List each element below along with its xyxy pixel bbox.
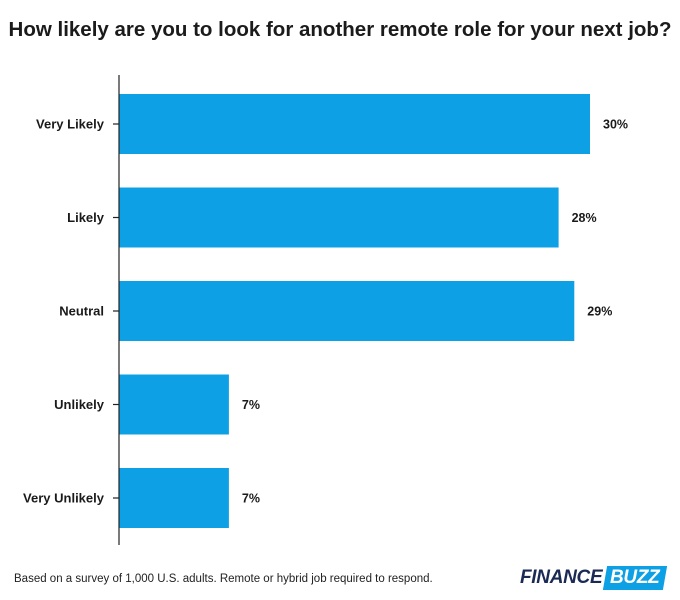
logo-buzz-badge: BUZZ [603, 566, 668, 590]
bar-very-likely [119, 94, 590, 154]
value-label: 29% [587, 305, 612, 319]
value-label: 7% [242, 492, 260, 506]
footnote: Based on a survey of 1,000 U.S. adults. … [14, 573, 433, 585]
bars-layer: Very Likely 30% Likely 28% Neutral 29% Unlikel… [23, 94, 628, 528]
bar-very-unlikely [119, 468, 229, 528]
bar-chart: Very Likely 30% Likely 28% Neutral 29% Unlikel… [23, 75, 628, 545]
category-label: Very Likely [36, 117, 105, 132]
logo-buzz-text: BUZZ [610, 567, 660, 588]
value-label: 30% [603, 118, 628, 132]
financebuzz-logo: FINANCE BUZZ [520, 565, 668, 591]
logo-finance-text: FINANCE [520, 567, 603, 588]
category-label: Likely [67, 210, 105, 225]
bar-neutral [119, 281, 575, 341]
chart-title: How likely are you to look for another r… [8, 18, 672, 41]
bar-unlikely [119, 374, 229, 435]
bar-likely [119, 187, 559, 248]
category-label: Very Unlikely [23, 491, 105, 506]
category-label: Unlikely [54, 397, 105, 412]
category-label: Neutral [59, 304, 104, 319]
value-label: 28% [572, 211, 597, 225]
value-label: 7% [242, 398, 260, 412]
